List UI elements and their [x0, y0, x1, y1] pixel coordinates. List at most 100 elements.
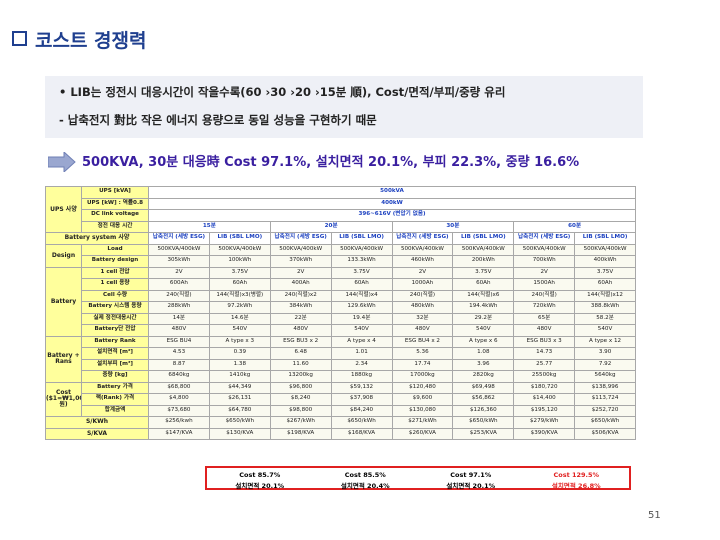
table-row: S/KWh $256/kwh $650/kWh $267/kWh $650/kWh $27… — [45, 416, 636, 429]
cell: 540V — [574, 324, 636, 337]
cell: $252,720 — [574, 404, 636, 417]
cell: 1.38 — [208, 358, 271, 371]
cell: 500KVA/400kW — [148, 243, 210, 256]
cell: 납축전지 (세방 ESG) — [391, 232, 454, 245]
cell: A type x 4 — [330, 335, 393, 348]
row-label: Battery design — [81, 255, 149, 268]
cell: ESG BU4 x 2 — [391, 335, 454, 348]
row-label: DC link voltage — [81, 209, 149, 222]
cell: $4,800 — [148, 393, 210, 406]
cell: 8.87 — [148, 358, 210, 371]
comparison-item: Cost 97.1% 설치면적 20.1% — [418, 468, 524, 490]
cell: 3.75V — [574, 266, 636, 279]
comparison-summary: Cost 85.7% 설치면적 20.1% Cost 85.5% 설치면적 20.4%… — [205, 466, 631, 490]
table-row: 설치면적 [m²] 4.53 0.39 6.48 1.01 5.36 1.08 14.73 3.… — [46, 347, 636, 360]
cell: 25.77 — [513, 358, 576, 371]
row-label: UPS [kW] : 역률0.8 — [81, 197, 149, 210]
cell: 388.8kWh — [574, 301, 636, 314]
cell: 240(직렬) — [513, 289, 576, 302]
cell: 32분 — [391, 312, 454, 325]
cell: 480kWh — [391, 301, 454, 314]
cell: $44,349 — [208, 381, 271, 394]
row-label: Battery Rank — [81, 335, 149, 348]
table-row: Design Load 500KVA/400kW 500KVA/400kW 500KVA… — [45, 243, 636, 268]
cell: 1880kg — [330, 370, 393, 383]
cell: 480V — [148, 324, 210, 337]
cell: 납축전지 (세방 ESG) — [269, 232, 332, 245]
cell: 97.2kWh — [208, 301, 271, 314]
group-label: Design — [45, 243, 82, 268]
table-row: Battery단 전압 480V 540V 480V 540V 480V 540V 480V 5… — [46, 324, 636, 337]
cell: 6840kg — [148, 370, 210, 383]
cell: 2V — [513, 266, 576, 279]
table-row: DC link voltage 396~616V (변압기 없음) — [46, 209, 636, 222]
cell: 305kWh — [148, 255, 210, 268]
row-label: Load — [81, 243, 149, 256]
cell: 19.4분 — [330, 312, 393, 325]
row-label: 설치면적 [m²] — [81, 347, 149, 360]
table-row: 정전 대응 시간 15분 20분 30분 60분 — [46, 220, 636, 233]
cell: 500KVA/400kW — [452, 243, 515, 256]
bullet — [12, 31, 27, 46]
row-label: Battery 시스템 용량 — [81, 301, 149, 314]
summary-line: - 납축전지 對比 작은 에너지 용량으로 동일 성능을 구현하기 때문 — [59, 113, 377, 127]
table-row: 랙(Rank) 가격 $4,800 $26,131 $8,240 $37,908 $9,6… — [46, 393, 636, 406]
cell: 480V — [391, 324, 454, 337]
table-row: 1 cell 용량 600Ah 60Ah 400Ah 60Ah 1000Ah 60Ah 150… — [46, 278, 636, 291]
summary-line: • LIB는 정전시 대응시간이 작을수록(60 ›30 ›20 ›15분 順)… — [59, 85, 506, 99]
cell: ESG BU3 x 3 — [513, 335, 576, 348]
row-label: 실제 정전대응시간 — [81, 312, 149, 325]
group-label: S/KVA — [45, 427, 149, 440]
row-label: Cell 수량 — [81, 289, 149, 302]
group-label: Battery system 사양 — [45, 232, 149, 245]
table-row: 합계금액 $73,680 $64,780 $98,800 $84,240 $130,080… — [46, 404, 636, 417]
cell: $650/kWh — [208, 416, 271, 429]
cell: $96,800 — [269, 381, 332, 394]
cell: 396~616V (변압기 없음) — [148, 209, 636, 222]
cell: 3.90 — [574, 347, 636, 360]
table-row: Cost ($1=₩1,000 원)Battery 가격$68,800$44,3… — [45, 381, 636, 417]
cell: 30분 — [391, 220, 515, 233]
cell: 400kW — [148, 197, 636, 210]
cell: $14,400 — [513, 393, 576, 406]
cell: 5640kg — [574, 370, 636, 383]
cell: 0.39 — [208, 347, 271, 360]
cell: 100kWh — [208, 255, 271, 268]
cell: 370kWh — [269, 255, 332, 268]
table-row: 설치부피 [m³] 8.87 1.38 11.60 2.34 17.74 3.96 25.77… — [46, 358, 636, 371]
group-label: Battery + Rans — [45, 335, 82, 383]
cell: $73,680 — [148, 404, 210, 417]
area-ratio: 설치면적 20.4% — [340, 482, 390, 490]
cell: 20분 — [269, 220, 393, 233]
cell: $8,240 — [269, 393, 332, 406]
cost-ratio: Cost 129.5% — [553, 471, 600, 479]
cell: 60Ah — [452, 278, 515, 291]
cell: A type x 6 — [452, 335, 515, 348]
cell: 7.92 — [574, 358, 636, 371]
group-label: Cost ($1=₩1,000 원) — [45, 381, 82, 417]
cell: $26,131 — [208, 393, 271, 406]
cell: 14분 — [148, 312, 210, 325]
cell: $126,360 — [452, 404, 515, 417]
row-label: Battery 가격 — [81, 381, 149, 394]
cell: 133.3kWh — [330, 255, 393, 268]
cell: A type x 3 — [208, 335, 271, 348]
cell: 700kWh — [513, 255, 576, 268]
highlight: 500KVA, 30분 대응時 Cost 97.1%, 설치면적 20.1%, … — [82, 155, 580, 170]
cell: 400kWh — [574, 255, 636, 268]
area-ratio: 설치면적 26.8% — [551, 482, 601, 490]
row-label: Battery단 전압 — [81, 324, 149, 337]
cell: $68,800 — [148, 381, 210, 394]
row-label: 중량 [kg] — [81, 370, 149, 383]
table-row: UPS [kW] : 역률0.8 400kW — [46, 197, 636, 210]
cell: 3.96 — [452, 358, 515, 371]
cell: $130,080 — [391, 404, 454, 417]
group-label: Battery — [45, 266, 82, 337]
cell: 500KVA/400kW — [391, 243, 454, 256]
cell: 60Ah — [208, 278, 271, 291]
cell: 1410kg — [208, 370, 271, 383]
row-label: 정전 대응 시간 — [81, 220, 149, 233]
cell: $650/kWh — [330, 416, 393, 429]
title: 코스트 경쟁력 — [12, 26, 147, 53]
cell: 500KVA/400kW — [513, 243, 576, 256]
